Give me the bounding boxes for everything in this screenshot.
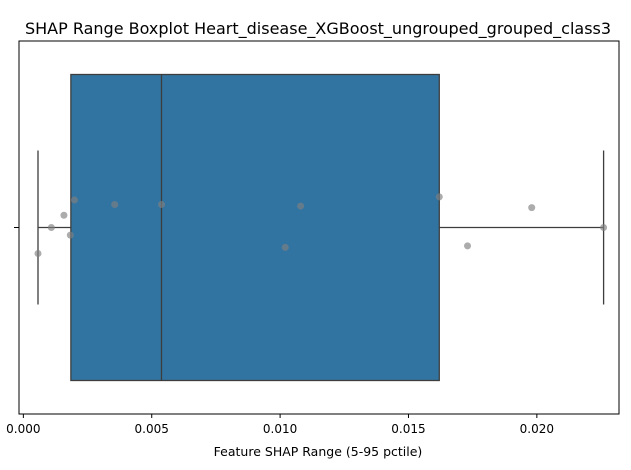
data-point-1 xyxy=(47,224,55,231)
data-point-5 xyxy=(111,201,119,209)
x-axis-label: Feature SHAP Range (5-95 pctile) xyxy=(214,444,423,459)
data-point-7 xyxy=(281,243,289,251)
chart-title: SHAP Range Boxplot Heart_disease_XGBoost… xyxy=(25,19,611,39)
data-point-3 xyxy=(66,231,74,239)
x-tick-label-2: 0.010 xyxy=(263,422,297,436)
data-point-12 xyxy=(600,224,608,231)
plot-area xyxy=(34,73,608,382)
data-point-6 xyxy=(157,201,165,209)
data-point-0 xyxy=(34,250,42,258)
x-tick-label-0: 0.000 xyxy=(6,422,40,436)
data-point-8 xyxy=(297,202,305,210)
x-tick-label-3: 0.015 xyxy=(391,422,425,436)
data-point-4 xyxy=(70,196,78,204)
x-tick-label-4: 0.020 xyxy=(520,422,554,436)
data-point-10 xyxy=(464,242,472,250)
data-point-11 xyxy=(528,204,536,212)
box-iqr xyxy=(70,73,440,382)
x-axis: 0.000 0.005 0.010 0.015 0.020 xyxy=(6,414,554,436)
data-point-9 xyxy=(435,193,443,201)
x-tick-label-1: 0.005 xyxy=(135,422,169,436)
data-point-2 xyxy=(60,211,68,219)
